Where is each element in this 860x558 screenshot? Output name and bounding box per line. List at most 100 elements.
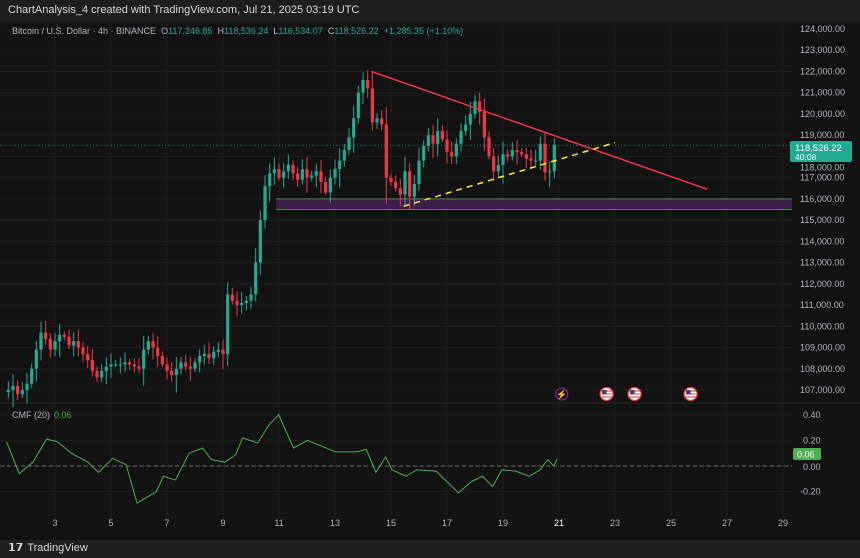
tradingview-logo-icon: 𝟭𝟳	[8, 542, 24, 554]
price-tick-label: 111,000.00	[800, 300, 844, 310]
candle-up	[100, 370, 104, 378]
candle-down	[48, 339, 52, 350]
candle-down	[543, 143, 547, 173]
candle-up	[272, 169, 276, 174]
time-tick-label: 27	[722, 518, 732, 528]
candle-down	[389, 177, 393, 182]
open-value: 117,246.85	[168, 26, 213, 36]
time-tick-label: 17	[442, 518, 452, 528]
cmf-pane: 0.40 0.20 0.00 -0.20	[0, 410, 821, 504]
candle-down	[90, 360, 94, 371]
price-tick-label: 109,000.00	[800, 343, 845, 353]
candle-up	[39, 332, 43, 350]
candle-up	[338, 160, 342, 170]
candle-up	[216, 349, 220, 352]
candle-down	[128, 362, 132, 365]
chart-panel[interactable]	[0, 22, 860, 540]
time-tick-label: 11	[274, 518, 283, 528]
price-tick-label: 107,000.00	[800, 385, 845, 395]
candle-up	[538, 143, 542, 161]
cmf-legend[interactable]: CMF (20) 0.06	[12, 410, 72, 420]
candle-up	[300, 169, 304, 180]
candle-down	[487, 137, 491, 157]
candle-up	[412, 184, 416, 197]
price-tick-label: 108,000.00	[800, 364, 845, 374]
candle-down	[184, 362, 188, 367]
candle-down	[305, 169, 309, 178]
candle-up	[361, 79, 365, 93]
candle-up	[146, 341, 150, 350]
time-tick-label: 7	[164, 518, 169, 528]
symbol-name[interactable]: Bitcoin / U.S. Dollar · 4h · BINANCE	[12, 26, 157, 36]
candle-down	[62, 334, 66, 337]
candle-up	[226, 294, 230, 354]
candle-up	[459, 130, 463, 144]
candle-up	[286, 164, 290, 172]
candle-up	[548, 171, 552, 173]
footer-brand: TradingView	[27, 541, 88, 554]
candle-up	[310, 175, 314, 178]
candle-down	[384, 124, 388, 178]
candle-up	[403, 171, 407, 195]
candle-down	[156, 347, 160, 357]
cmf-tick-label: 0.20	[803, 435, 821, 445]
time-tick-label: 19	[498, 518, 508, 528]
symbol-legend: Bitcoin / U.S. Dollar · 4h · BINANCE O11…	[12, 26, 463, 36]
candle-down	[380, 118, 384, 125]
candle-up	[496, 164, 500, 172]
price-axis: 107,000.00 108,000.00 109,000.00 110,000.00…	[800, 24, 845, 395]
candle-down	[67, 336, 71, 346]
candle-down	[450, 152, 454, 157]
candle-up	[468, 113, 472, 125]
candle-up	[25, 383, 29, 390]
candle-up	[174, 368, 178, 376]
footer: 𝟭𝟳 TradingView	[8, 541, 88, 555]
last-price-tag	[790, 141, 852, 162]
price-tick-label: 124,000.00	[800, 24, 845, 34]
open-label: O	[161, 26, 169, 36]
candle-down	[137, 366, 141, 369]
support-zone-band	[276, 198, 792, 210]
candle-down	[394, 181, 398, 189]
time-tick-label: 15	[386, 518, 396, 528]
candle-down	[230, 294, 234, 301]
event-markers: ⚡	[555, 386, 698, 402]
candle-down	[520, 152, 524, 155]
candle-down	[76, 341, 80, 348]
close-value: 118,526.22	[334, 26, 379, 36]
candle-down	[492, 156, 496, 172]
support-zone	[276, 198, 792, 210]
cmf-tick-label: -0.20	[800, 487, 821, 497]
candle-up	[123, 362, 127, 365]
candle-up	[249, 294, 253, 301]
price-tick-label: 113,000.00	[800, 258, 844, 268]
candle-down	[506, 154, 510, 157]
candle-up	[53, 341, 57, 350]
candle-up	[347, 137, 351, 151]
cmf-tick-label: 0.40	[803, 410, 821, 420]
candle-down	[296, 173, 300, 180]
candle-down	[319, 171, 323, 182]
cmf-line	[6, 413, 558, 504]
last-price-value: 118,526.22	[795, 143, 842, 154]
candle-up	[352, 118, 356, 138]
candle-up	[212, 351, 216, 359]
price-tags: 118,526.22 40:08 0.06	[790, 141, 852, 460]
candle-up	[454, 143, 458, 157]
price-tick-label: 123,000.00	[800, 45, 845, 55]
price-tick-label: 120,000.00	[800, 109, 845, 119]
grid	[0, 22, 860, 518]
candle-up	[342, 150, 346, 161]
trendlines	[371, 70, 708, 208]
candle-down	[221, 349, 225, 354]
candle-up	[552, 145, 556, 172]
candle-down	[478, 101, 482, 112]
lightning-icon	[555, 387, 569, 401]
time-tick-label: 23	[610, 518, 620, 528]
candle-up	[244, 300, 248, 303]
support-trendline	[403, 141, 616, 208]
candle-down	[188, 366, 192, 369]
candle-down	[86, 353, 90, 361]
candle-down	[408, 171, 412, 197]
